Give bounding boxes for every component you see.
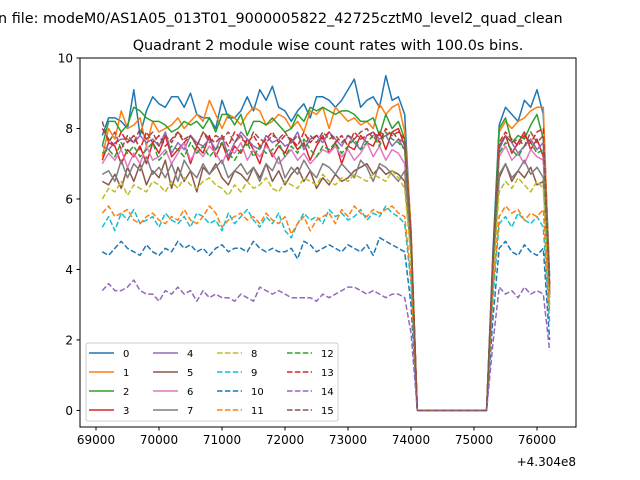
y-tick-label: 4 xyxy=(65,263,73,277)
legend-label-0: 0 xyxy=(123,349,129,360)
y-axis: 0 2 4 6 8 10 xyxy=(58,52,80,418)
legend-label-3: 3 xyxy=(123,406,129,417)
x-tick-label: 69000 xyxy=(77,433,115,447)
x-tick-label: 71000 xyxy=(203,433,241,447)
figure-suptitle: n file: modeM0/AS1A05_013T01_9000005822_… xyxy=(0,11,563,27)
x-tick-label: 76000 xyxy=(518,433,556,447)
x-tick-label: 73000 xyxy=(329,433,367,447)
x-offset-label: +4.304e8 xyxy=(517,455,576,469)
legend-label-6: 6 xyxy=(187,387,193,398)
legend-label-9: 9 xyxy=(251,368,257,379)
legend-label-8: 8 xyxy=(251,349,257,360)
legend-label-2: 2 xyxy=(123,387,129,398)
x-tick-label: 75000 xyxy=(455,433,493,447)
x-tick-label: 72000 xyxy=(266,433,304,447)
legend-label-11: 11 xyxy=(251,406,264,417)
legend-label-12: 12 xyxy=(321,349,334,360)
series-line-9 xyxy=(101,205,551,412)
legend-frame xyxy=(85,342,339,422)
legend-label-4: 4 xyxy=(187,349,193,360)
series-lines xyxy=(101,74,551,412)
legend-label-10: 10 xyxy=(251,387,264,398)
legend-label-15: 15 xyxy=(321,406,334,417)
plot-frame xyxy=(79,57,577,428)
legend-label-1: 1 xyxy=(123,368,129,379)
legend-label-14: 14 xyxy=(321,387,334,398)
legend-label-5: 5 xyxy=(187,368,193,379)
x-tick-label: 70000 xyxy=(140,433,178,447)
series-line-15 xyxy=(101,121,551,412)
chart-title: Quadrant 2 module wise count rates with … xyxy=(133,38,524,54)
y-tick-label: 2 xyxy=(65,333,73,347)
x-axis: 69000 70000 71000 72000 73000 74000 75000 76000 xyxy=(77,427,556,447)
legend-label-7: 7 xyxy=(187,406,193,417)
x-tick-label: 74000 xyxy=(392,433,430,447)
series-line-12 xyxy=(101,131,551,412)
legend-label-13: 13 xyxy=(321,368,334,379)
y-tick-label: 0 xyxy=(65,404,73,418)
y-tick-label: 10 xyxy=(58,52,73,66)
y-tick-label: 8 xyxy=(65,122,73,136)
series-line-14 xyxy=(101,279,551,412)
y-tick-label: 6 xyxy=(65,192,73,206)
